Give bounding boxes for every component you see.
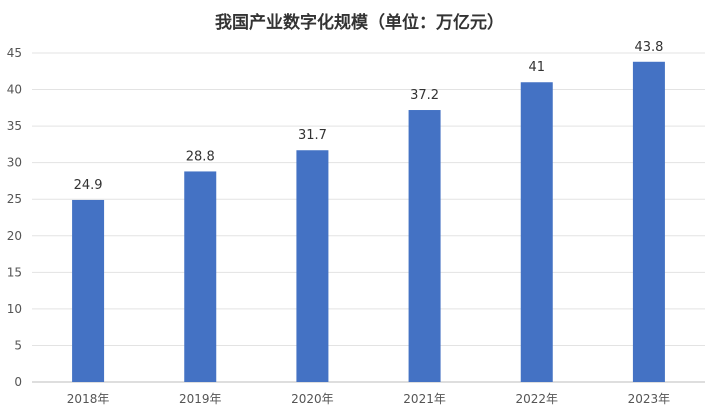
data-label: 28.8: [186, 149, 215, 164]
chart-title: 我国产业数字化规模（单位：万亿元）: [215, 13, 504, 33]
y-tick-label: 35: [7, 119, 22, 133]
y-tick-label: 25: [7, 192, 22, 206]
bar[interactable]: [296, 150, 329, 382]
x-tick-label: 2023年: [628, 392, 671, 406]
bar[interactable]: [184, 171, 217, 382]
y-tick-label: 20: [7, 229, 22, 243]
y-tick-label: 45: [7, 46, 22, 60]
data-label: 41: [528, 60, 545, 75]
x-tick-label: 2021年: [403, 392, 446, 406]
data-label: 37.2: [410, 88, 439, 103]
bar[interactable]: [632, 61, 665, 382]
bar[interactable]: [520, 82, 553, 382]
bar[interactable]: [72, 199, 105, 382]
y-tick-label: 15: [7, 265, 22, 279]
y-tick-label: 40: [7, 83, 22, 97]
data-label: 31.7: [298, 128, 327, 143]
data-label: 43.8: [634, 40, 663, 55]
y-tick-label: 10: [7, 302, 22, 316]
x-tick-label: 2022年: [515, 392, 558, 406]
x-tick-label: 2019年: [179, 392, 222, 406]
x-tick-label: 2018年: [67, 392, 110, 406]
y-tick-label: 0: [14, 375, 22, 389]
data-label: 24.9: [74, 178, 103, 193]
x-tick-label: 2020年: [291, 392, 334, 406]
y-tick-label: 30: [7, 156, 22, 170]
y-tick-label: 5: [14, 338, 22, 352]
bar[interactable]: [408, 110, 441, 382]
